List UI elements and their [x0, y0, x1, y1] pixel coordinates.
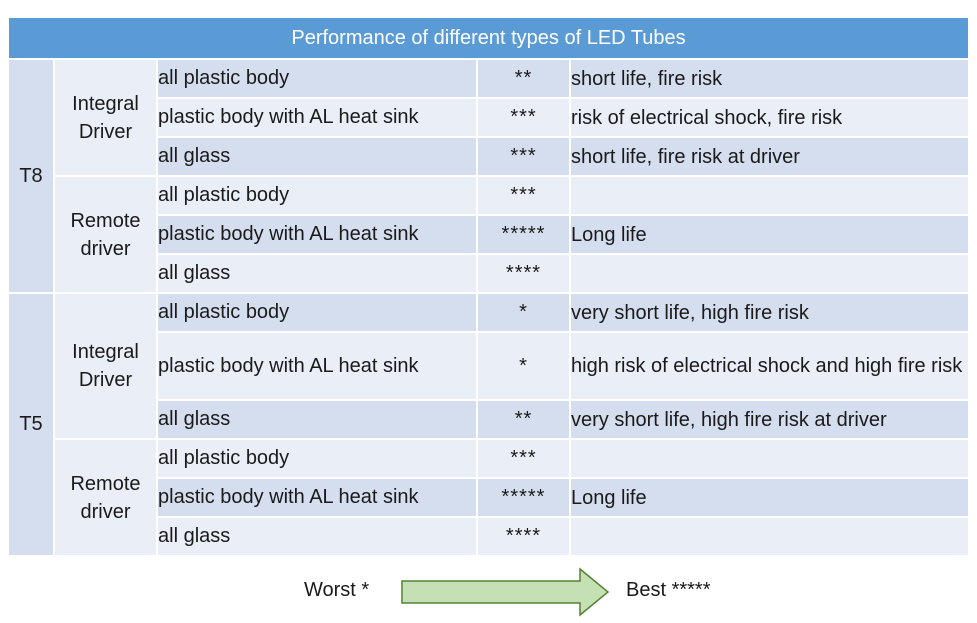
driver-type-cell: Remote driver [53, 438, 158, 557]
performance-table-wrapper: Performance of different types of LED Tu… [6, 16, 971, 557]
driver-type-cell: Remote driver [53, 175, 158, 294]
right-arrow-icon [401, 567, 610, 617]
comment-cell [568, 175, 971, 216]
body-type-cell: plastic body with AL heat sink [156, 214, 478, 255]
rating-cell: ***** [476, 477, 571, 518]
tube-type-cell: T8 [7, 58, 55, 294]
body-type-cell: all plastic body [156, 175, 478, 216]
rating-cell: * [476, 331, 571, 401]
rating-legend: Worst * Best ***** [0, 565, 977, 619]
driver-label-line: Integral [72, 92, 139, 115]
table-row: Remote driver all plastic body *** [8, 175, 971, 294]
body-type-cell: all glass [156, 516, 478, 557]
driver-label-line: driver [80, 500, 131, 523]
comment-cell: risk of electrical shock, fire risk [568, 97, 971, 138]
table-row: plastic body with AL heat sink ***** Lon… [8, 214, 971, 255]
driver-type-cell: Integral Driver [53, 292, 158, 440]
legend-worst-label: Worst * [304, 579, 370, 601]
comment-cell [568, 438, 971, 479]
table-row: all glass **** [8, 516, 971, 557]
comment-cell: Long life [568, 477, 971, 518]
body-type-cell: plastic body with AL heat sink [156, 477, 478, 518]
driver-type-cell: Integral Driver [53, 58, 158, 177]
table-row: plastic body with AL heat sink *** risk … [8, 97, 971, 138]
tube-type-cell: T5 [7, 292, 55, 557]
rating-cell: ** [476, 58, 571, 99]
table-row: T8 Integral Driver all plastic body ** sh… [7, 58, 971, 294]
rating-cell: ***** [476, 214, 571, 255]
driver-label-line: Remote [70, 209, 141, 232]
comment-cell: Long life [568, 214, 971, 255]
comment-cell: very short life, high fire risk at drive… [568, 399, 971, 440]
rating-cell: **** [476, 516, 571, 557]
driver-label-line: Driver [78, 369, 133, 391]
body-type-cell: all plastic body [156, 58, 478, 99]
table-row: all glass ** very short life, high fire … [8, 399, 971, 440]
body-type-cell: all glass [156, 253, 478, 294]
rating-cell: *** [476, 175, 571, 216]
table-row: all glass *** short life, fire risk at d… [8, 136, 971, 177]
body-type-cell: all glass [156, 136, 478, 177]
rating-cell: *** [476, 97, 571, 138]
comment-cell: high risk of electrical shock and high f… [568, 331, 971, 401]
comment-cell: very short life, high fire risk [568, 292, 971, 333]
driver-label-line: driver [80, 237, 131, 260]
performance-table: Performance of different types of LED Tu… [6, 16, 971, 557]
table-row: Remote driver all plastic body *** [8, 438, 971, 557]
driver-label-line: Remote [70, 472, 141, 495]
table-title: Performance of different types of LED Tu… [6, 16, 971, 60]
table-row: all glass **** [8, 253, 971, 294]
table-row: plastic body with AL heat sink ***** Lon… [8, 477, 971, 518]
table-row: T5 Integral Driver all plastic body * ver… [7, 292, 971, 557]
body-type-cell: plastic body with AL heat sink [156, 331, 478, 401]
body-type-cell: all plastic body [156, 292, 478, 333]
rating-cell: *** [476, 438, 571, 479]
rating-cell: *** [476, 136, 571, 177]
rating-cell: **** [476, 253, 571, 294]
legend-best-label: Best ***** [626, 579, 711, 601]
table-row: plastic body with AL heat sink * high ri… [8, 331, 971, 401]
rating-cell: ** [476, 399, 571, 440]
body-type-cell: plastic body with AL heat sink [156, 97, 478, 138]
body-type-cell: all plastic body [156, 438, 478, 479]
comment-cell: short life, fire risk [568, 58, 971, 99]
body-type-cell: all glass [156, 399, 478, 440]
comment-cell [568, 253, 971, 294]
comment-cell [568, 516, 971, 557]
rating-cell: * [476, 292, 571, 333]
legend-arrow-shape [401, 567, 610, 617]
comment-cell: short life, fire risk at driver [568, 136, 971, 177]
driver-label-line: Driver [78, 120, 133, 143]
driver-label-line: Integral [72, 341, 139, 363]
